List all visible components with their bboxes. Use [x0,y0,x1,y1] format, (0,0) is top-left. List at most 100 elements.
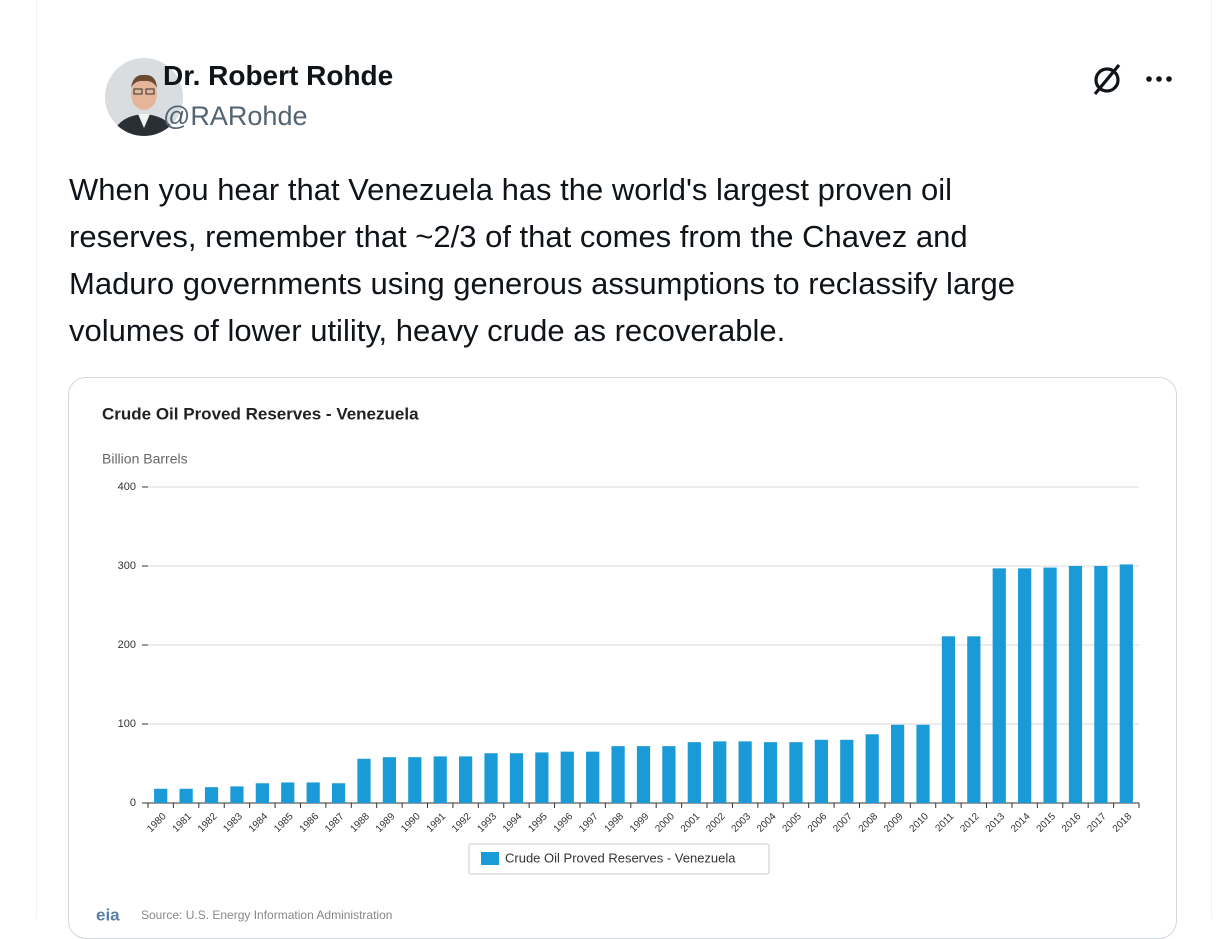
bar [713,741,727,803]
bar [281,782,295,803]
header-icons [1093,63,1172,96]
y-axis-label: Billion Barrels [102,451,188,467]
bar [814,739,828,803]
x-tick-label: 1983 [221,811,245,835]
x-tick-label: 2011 [933,811,956,834]
page: {"author": {"name": "Dr. Robert Rohde", … [36,0,1212,939]
x-tick-label: 1994 [501,811,525,835]
bar [967,636,981,803]
text-line: Maduro governments using generous assump… [69,266,1015,301]
x-tick-label: 1980 [145,811,169,835]
bar [357,758,371,803]
bar [484,753,498,803]
x-tick-label: 1988 [348,811,372,835]
avatar-image [105,58,183,136]
chart: Crude Oil Proved Reserves - Venezuela Bi… [96,404,1140,924]
bar [1043,567,1057,803]
x-tick-label: 1997 [577,811,601,835]
y-tick-label: 200 [118,639,136,651]
x-tick-label: 2018 [1111,811,1135,835]
bar [1119,564,1133,803]
x-tick-label: 1999 [628,811,652,835]
x-tick-label: 1991 [425,811,449,835]
x-tick-label: 1987 [323,811,347,835]
x-tick-label: 1989 [374,811,398,835]
x-tick-label: 1995 [526,811,550,835]
x-tick-label: 1998 [603,811,627,835]
x-tick-label: 2012 [958,811,982,835]
bar [763,742,778,803]
legend: Crude Oil Proved Reserves - Venezuela [468,843,770,875]
bar [687,742,701,803]
bar [865,734,879,803]
grok-icon[interactable] [1093,63,1121,96]
x-tick-label: 2015 [1035,811,1059,835]
bar [509,753,524,803]
x-tick-label: 2013 [984,811,1008,835]
x-tick-label: 2016 [1060,811,1084,835]
x-tick-label: 2007 [831,811,855,835]
x-tick-label: 2002 [704,811,728,835]
bar [941,636,956,803]
text-line: reserves, remember that ~2/3 of that com… [69,219,968,254]
x-tick-label: 1990 [399,811,423,835]
text-line: volumes of lower utility, heavy crude as… [69,313,786,348]
x-tick-label: 1985 [272,811,296,835]
bar [230,786,244,803]
x-tick-label: 2014 [1009,811,1033,835]
x-tick-label: 2010 [907,811,931,835]
bar [738,741,752,803]
bar [382,757,397,803]
x-tick-label: 1982 [196,811,220,835]
x-tick-label: 2005 [780,811,804,835]
source: Source: U.S. Energy Information Administ… [141,908,392,922]
bar [433,756,447,803]
y-tick-label: 300 [118,560,136,572]
legend-swatch [481,852,499,865]
x-tick-label: 2006 [806,811,830,835]
bar [255,783,269,803]
legend-frame [468,843,770,875]
x-tick-label: 2004 [755,811,779,835]
avatar[interactable] [105,58,183,136]
bar [890,724,905,803]
x-tick-label: 2003 [730,811,754,835]
more-button[interactable] [1146,76,1172,82]
bar [586,751,600,803]
bar [1068,566,1083,803]
author-name[interactable]: Dr. Robert Rohde [163,60,394,91]
bar [916,724,930,803]
author-handle[interactable]: @RARohde [163,101,308,131]
bar [179,788,193,803]
bar [408,757,422,803]
text-line: When you hear that Venezuela has the wor… [69,172,953,207]
x-tick-label: 1993 [476,811,500,835]
bar [662,746,676,803]
bar [789,742,803,803]
logo: eia [96,905,120,924]
tweet: Dr. Robert Rohde @RARohde When you hear … [36,0,1212,919]
tweet-text: When you hear that Venezuela has the wor… [69,166,1015,354]
chart-title: Crude Oil Proved Reserves - Venezuela [102,404,419,423]
x-tick-label: 1996 [552,811,576,835]
x-tick-label: 2017 [1085,811,1109,835]
x-tick-label: 2009 [882,811,906,835]
bar [535,752,549,803]
y-tick-label: 100 [118,718,136,730]
bar [154,788,168,803]
x-tick-label: 1981 [171,811,195,835]
bar [611,746,625,803]
x-tick-label: 2008 [857,811,881,835]
x-tick-label: 2001 [679,811,703,835]
y-tick-label: 400 [118,481,136,493]
media-card[interactable]: Crude Oil Proved Reserves - Venezuela Bi… [68,377,1177,939]
bar [331,783,346,803]
bar [992,568,1006,803]
bar [204,787,219,803]
x-tick-label: 1986 [298,811,322,835]
bar [840,739,854,803]
bar [560,751,574,803]
bar [1018,568,1032,803]
bar [459,756,473,803]
y-tick-label: 0 [130,797,136,809]
